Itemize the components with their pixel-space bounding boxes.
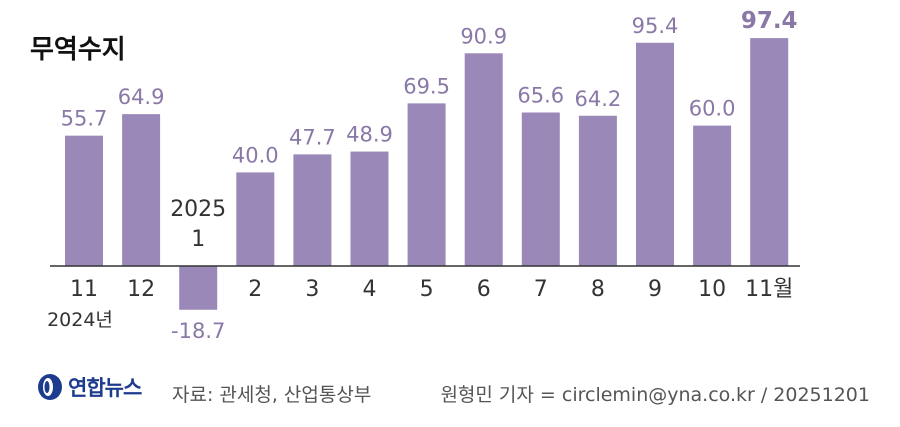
bar-5 [350, 151, 389, 266]
chart-title: 무역수지 [30, 35, 126, 65]
value-label-3: 40.0 [232, 143, 279, 167]
yonhap-logo: 연합뉴스 [36, 372, 142, 402]
category-label-2: 1 [191, 227, 205, 252]
category-label-4: 3 [305, 277, 319, 302]
category-label-9: 8 [591, 277, 605, 302]
labels-layer: 55.7 11 64.9 12 -18.7 1 40.0 2 47.7 3 48.9 4 69.5 5 90… [47, 8, 797, 343]
logo-text: 연합뉴스 [68, 376, 142, 400]
bars-layer [65, 38, 789, 310]
bar-11 [693, 125, 732, 266]
bar-6 [407, 103, 446, 267]
value-label-11: 60.0 [689, 97, 736, 121]
value-label-2: -18.7 [171, 319, 225, 343]
category-label-11: 10 [698, 277, 726, 302]
year-label-0: 2024년 [47, 309, 113, 331]
value-label-10: 95.4 [632, 14, 679, 38]
source-note: 자료: 관세청, 산업통상부 [172, 384, 372, 406]
value-label-4: 47.7 [289, 125, 336, 149]
bar-4 [293, 154, 332, 266]
credit-note: 원형민 기자 = circlemin@yna.co.kr / 20251201 [440, 384, 870, 406]
bar-10 [636, 42, 674, 266]
bar-2 [179, 266, 218, 310]
bar-12 [750, 38, 789, 266]
bar-8 [521, 112, 560, 266]
category-label-12: 11월 [745, 277, 793, 302]
bar-3 [236, 172, 275, 266]
value-label-8: 65.6 [517, 83, 564, 107]
category-label-10: 9 [648, 277, 662, 302]
bar-0 [65, 135, 103, 266]
category-label-0: 11 [70, 277, 98, 302]
bar-1 [122, 114, 161, 266]
category-label-7: 6 [477, 277, 491, 302]
value-label-9: 64.2 [575, 87, 622, 111]
category-label-5: 4 [363, 277, 377, 302]
bar-9 [578, 115, 617, 266]
value-label-0: 55.7 [61, 107, 108, 131]
value-label-6: 69.5 [403, 74, 450, 98]
bar-7 [464, 53, 503, 266]
category-label-1: 12 [127, 277, 155, 302]
category-label-8: 7 [534, 277, 548, 302]
value-label-12: 97.4 [741, 8, 798, 34]
value-label-5: 48.9 [346, 123, 393, 147]
category-label-3: 2 [248, 277, 262, 302]
value-label-7: 90.9 [460, 24, 507, 48]
value-label-1: 64.9 [118, 85, 165, 109]
yonhap-logo-icon [38, 374, 62, 400]
category-label-6: 5 [420, 277, 434, 302]
year-label-1: 2025 [170, 197, 226, 222]
